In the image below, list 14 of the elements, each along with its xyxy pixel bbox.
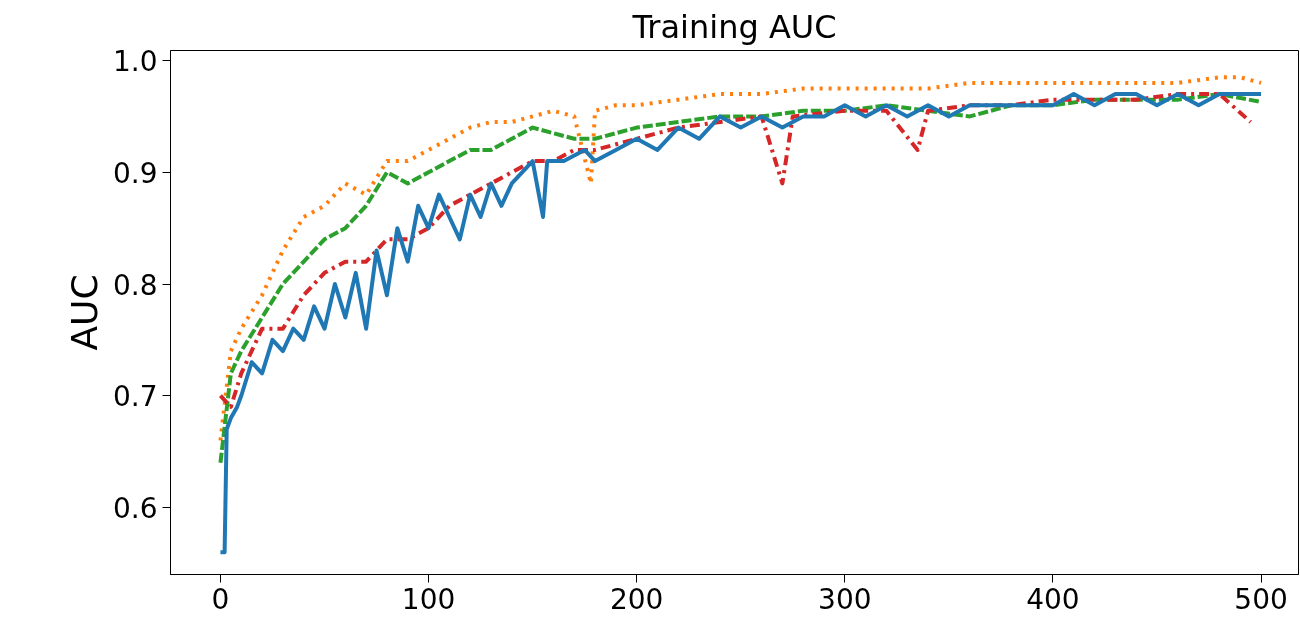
x-tick-label: 500 bbox=[1234, 582, 1288, 616]
y-tick-label: 1.0 bbox=[112, 45, 158, 79]
y-tick-label: 0.9 bbox=[112, 156, 158, 190]
y-axis-title: AUC bbox=[63, 274, 105, 351]
x-tick-label: 100 bbox=[401, 582, 456, 616]
x-tick-label: 200 bbox=[609, 582, 664, 616]
line-series bbox=[218, 92, 1264, 555]
y-tick-label: 0.7 bbox=[112, 380, 158, 414]
y-tick-label: 0.6 bbox=[112, 491, 158, 525]
x-tick-label: 300 bbox=[818, 582, 872, 616]
x-tick-label: 400 bbox=[1026, 582, 1080, 616]
chart-title: Training AUC bbox=[631, 7, 837, 46]
x-tick-label: 0 bbox=[211, 582, 230, 616]
y-tick-label: 0.8 bbox=[112, 268, 158, 302]
